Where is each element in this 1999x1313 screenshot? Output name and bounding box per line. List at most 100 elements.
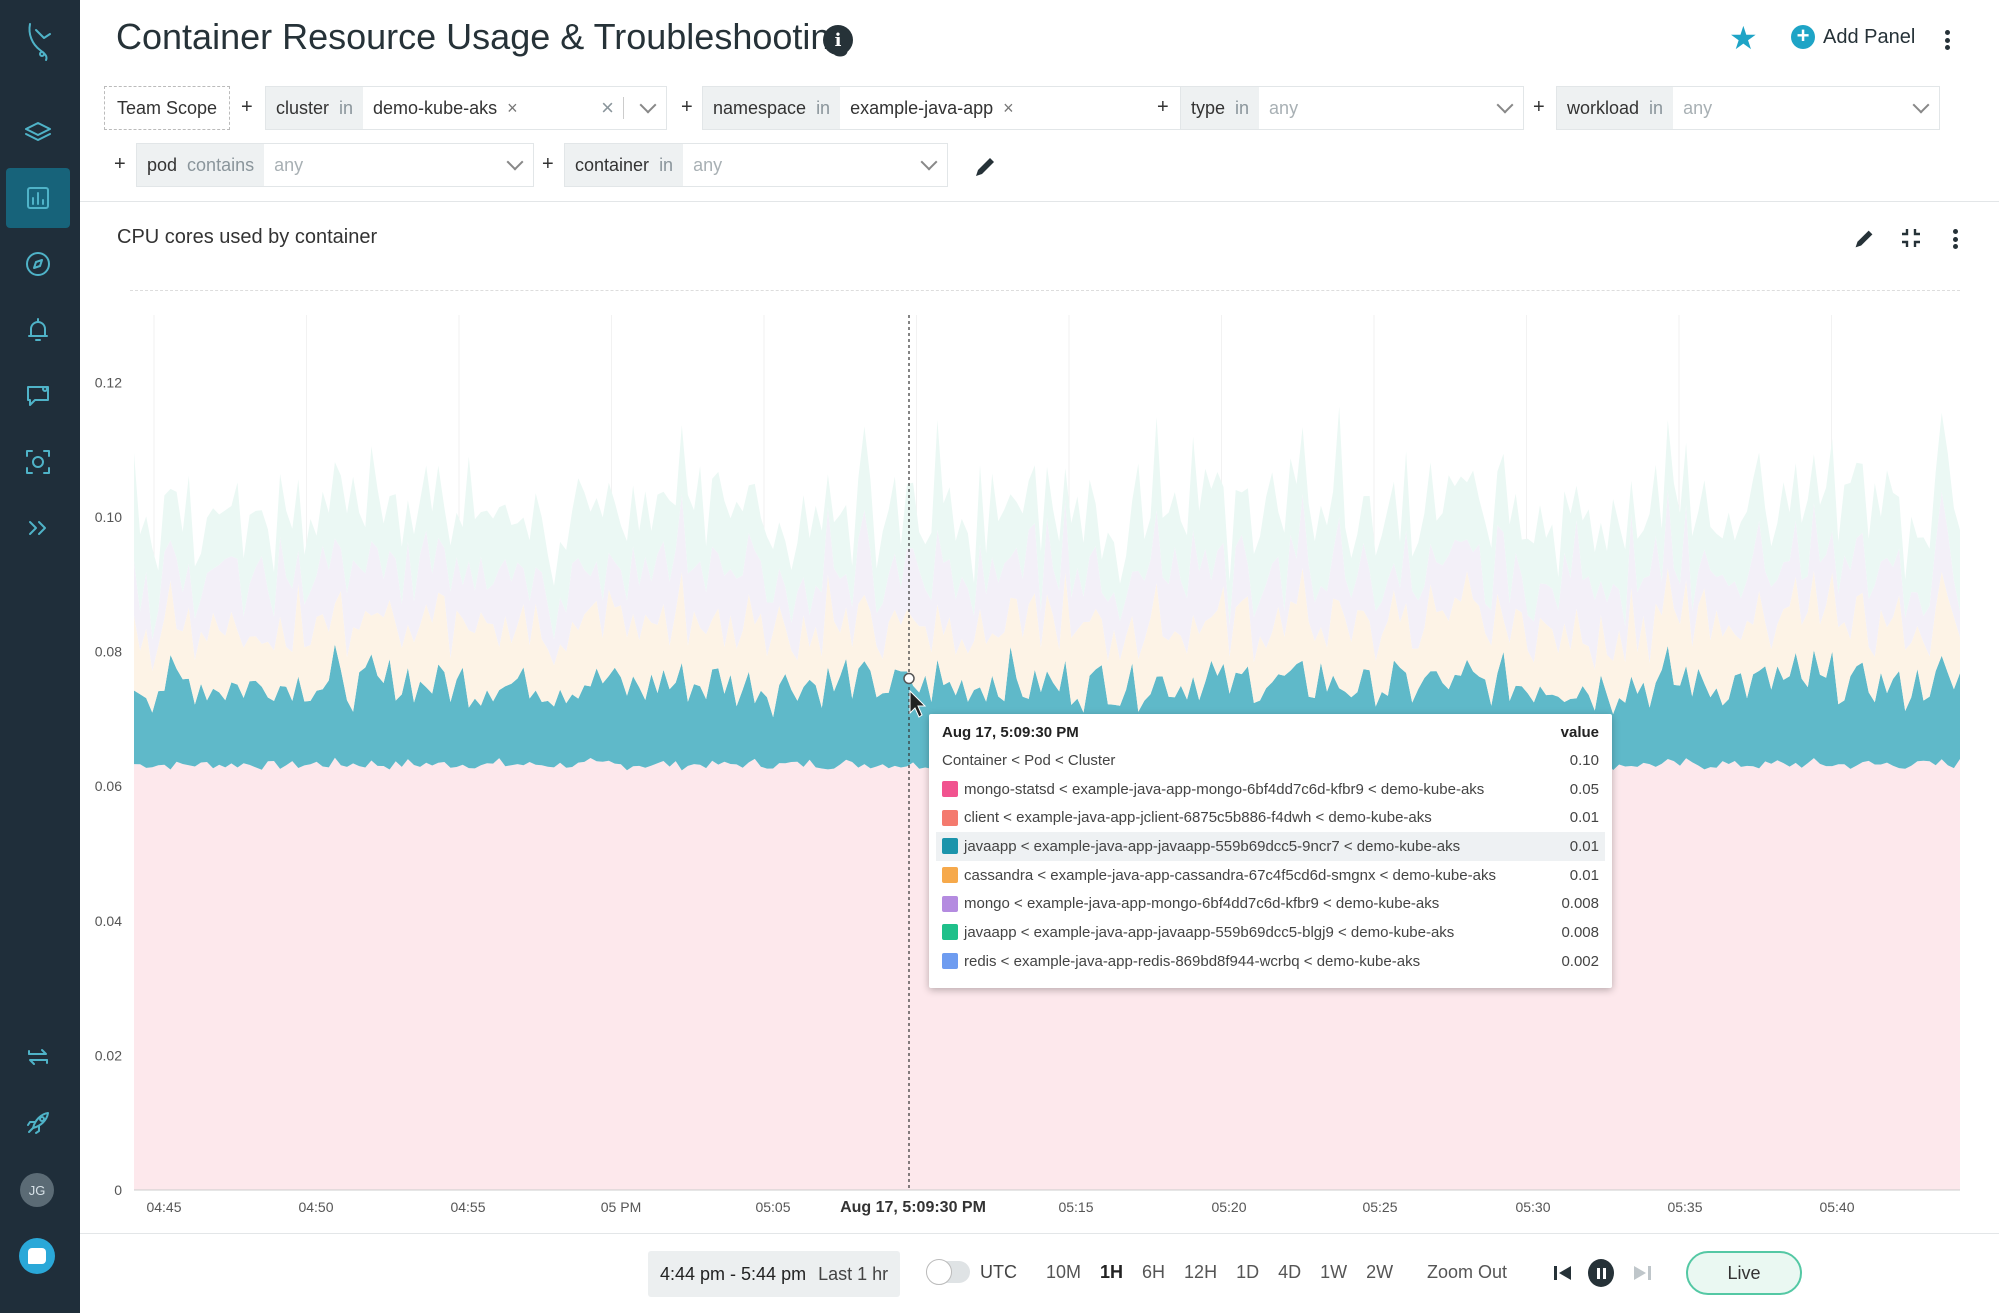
compass-icon[interactable] — [6, 234, 70, 294]
sidebar: JG — [0, 0, 80, 1313]
time-range-picker[interactable]: 4:44 pm - 5:44 pm Last 1 hr — [648, 1251, 901, 1297]
range-12h-button[interactable]: 12H — [1184, 1262, 1218, 1282]
add-panel-button[interactable]: + Add Panel — [1791, 25, 1915, 49]
tooltip-row-label: mongo-statsd < example-java-app-mongo-6b… — [942, 781, 1484, 798]
legend-swatch — [942, 924, 958, 941]
range-2w-button[interactable]: 2W — [1366, 1262, 1394, 1282]
filter-workload[interactable]: workload in any — [1556, 86, 1940, 130]
x-tick-label: 04:45 — [146, 1199, 181, 1215]
filter-key: workload — [1567, 97, 1640, 118]
filter-operator: in — [1235, 97, 1250, 118]
panel-title: CPU cores used by container — [117, 226, 378, 248]
filter-value: any — [1269, 97, 1299, 118]
tooltip-value-header: value — [1560, 724, 1599, 741]
x-tick-label: 05:30 — [1515, 1199, 1550, 1215]
plus-circle-icon: + — [1791, 25, 1815, 49]
filter-operator: contains — [187, 154, 255, 175]
chevron-down-icon[interactable] — [1912, 96, 1930, 114]
chevron-down-icon[interactable] — [639, 96, 657, 114]
utc-toggle[interactable]: UTC — [926, 1259, 1017, 1285]
filter-container[interactable]: container in any — [564, 143, 948, 187]
tooltip-row-label: client < example-java-app-jclient-6875c5… — [942, 809, 1432, 826]
support-chat-icon[interactable] — [19, 1238, 55, 1274]
filter-cluster[interactable]: cluster in demo-kube-aks × × — [265, 86, 667, 130]
x-tick-label: 05:05 — [755, 1199, 790, 1215]
dashboard-icon[interactable] — [6, 168, 70, 228]
dashboard-menu-icon[interactable] — [1942, 27, 1952, 53]
remove-tag-icon[interactable]: × — [507, 97, 518, 118]
range-1w-button[interactable]: 1W — [1320, 1262, 1348, 1282]
filter-pod[interactable]: pod contains any — [136, 143, 534, 187]
pause-button[interactable] — [1588, 1259, 1614, 1287]
x-tick-label: 05:35 — [1667, 1199, 1702, 1215]
range-10m-button[interactable]: 10M — [1046, 1262, 1082, 1282]
y-tick-label: 0.04 — [95, 913, 122, 929]
logo-icon[interactable] — [6, 12, 70, 72]
capture-icon[interactable] — [6, 432, 70, 492]
range-1d-button[interactable]: 1D — [1236, 1262, 1260, 1282]
filter-value: example-java-app — [850, 97, 994, 118]
tooltip-row-label: redis < example-java-app-redis-869bd8f94… — [942, 953, 1420, 970]
tooltip-row: client < example-java-app-jclient-6875c5… — [942, 803, 1599, 832]
tooltip-row: mongo < example-java-app-mongo-6bf4dd7c6… — [942, 889, 1599, 918]
header-divider — [80, 201, 1999, 202]
toggle-switch[interactable] — [926, 1259, 970, 1285]
star-icon[interactable]: ★ — [1729, 20, 1758, 56]
clear-icon[interactable]: × — [601, 95, 614, 120]
live-button[interactable]: Live — [1686, 1251, 1802, 1295]
range-4d-button[interactable]: 4D — [1278, 1262, 1302, 1282]
remove-tag-icon[interactable]: × — [1003, 97, 1014, 118]
filter-value: any — [1683, 97, 1713, 118]
x-tick-label: Aug 17, 5:09:30 PM — [840, 1199, 986, 1216]
skip-back-icon[interactable] — [1550, 1260, 1576, 1286]
layers-icon[interactable] — [6, 103, 70, 163]
x-tick-label: 05:15 — [1058, 1199, 1093, 1215]
series-area — [134, 406, 1960, 640]
zoom-out-button[interactable]: Zoom Out — [1427, 1262, 1508, 1282]
tooltip-row-label: javaapp < example-java-app-javaapp-559b6… — [942, 924, 1454, 941]
filter-value: any — [693, 154, 723, 175]
pause-icon — [1588, 1259, 1614, 1287]
range-6h-button[interactable]: 6H — [1142, 1262, 1166, 1282]
chat-icon[interactable] — [6, 366, 70, 426]
tooltip-time: Aug 17, 5:09:30 PM — [942, 724, 1079, 741]
tooltip-row-value: 0.008 — [1561, 895, 1599, 913]
x-tick-label: 05:40 — [1819, 1199, 1854, 1215]
tooltip-row-text: client < example-java-app-jclient-6875c5… — [964, 809, 1432, 827]
panel-divider — [130, 290, 1960, 291]
filter-key: pod — [147, 154, 178, 175]
tooltip-group-value: 0.10 — [1569, 751, 1599, 769]
filter-type[interactable]: type in any — [1180, 86, 1524, 130]
range-1h-button[interactable]: 1H — [1100, 1262, 1124, 1282]
legend-swatch — [942, 781, 958, 798]
chevron-down-icon[interactable] — [1496, 96, 1514, 114]
page-title: Container Resource Usage & Troubleshooti… — [116, 16, 851, 57]
tooltip-row-text: javaapp < example-java-app-javaapp-559b6… — [964, 837, 1461, 855]
plus-icon: + — [681, 96, 693, 118]
tooltip-row-value: 0.05 — [1569, 780, 1599, 798]
expand-icon[interactable] — [6, 498, 70, 558]
chevron-down-icon[interactable] — [920, 153, 938, 171]
refresh-icon[interactable] — [6, 1027, 70, 1087]
filter-operator: in — [659, 154, 674, 175]
tooltip-row-value: 0.01 — [1569, 809, 1599, 827]
info-icon[interactable]: i — [823, 25, 853, 55]
panel-menu-icon[interactable] — [1950, 226, 1960, 252]
filter-key: cluster — [276, 97, 330, 118]
legend-swatch — [942, 809, 958, 826]
rocket-icon[interactable] — [6, 1093, 70, 1153]
skip-forward-icon[interactable] — [1629, 1260, 1655, 1286]
tooltip-row-value: 0.002 — [1561, 952, 1599, 970]
team-scope-button[interactable]: Team Scope — [104, 86, 231, 130]
edit-filters-icon[interactable] — [970, 152, 1000, 182]
tooltip-row-text: mongo-statsd < example-java-app-mongo-6b… — [964, 780, 1485, 798]
bell-icon[interactable] — [6, 300, 70, 360]
edit-panel-icon[interactable] — [1850, 225, 1878, 253]
y-tick-label: 0.10 — [95, 509, 122, 525]
collapse-icon[interactable] — [1898, 225, 1924, 251]
legend-swatch — [942, 953, 958, 970]
chevron-down-icon[interactable] — [506, 153, 524, 171]
bottom-divider — [80, 1233, 1999, 1234]
avatar[interactable]: JG — [20, 1173, 54, 1207]
